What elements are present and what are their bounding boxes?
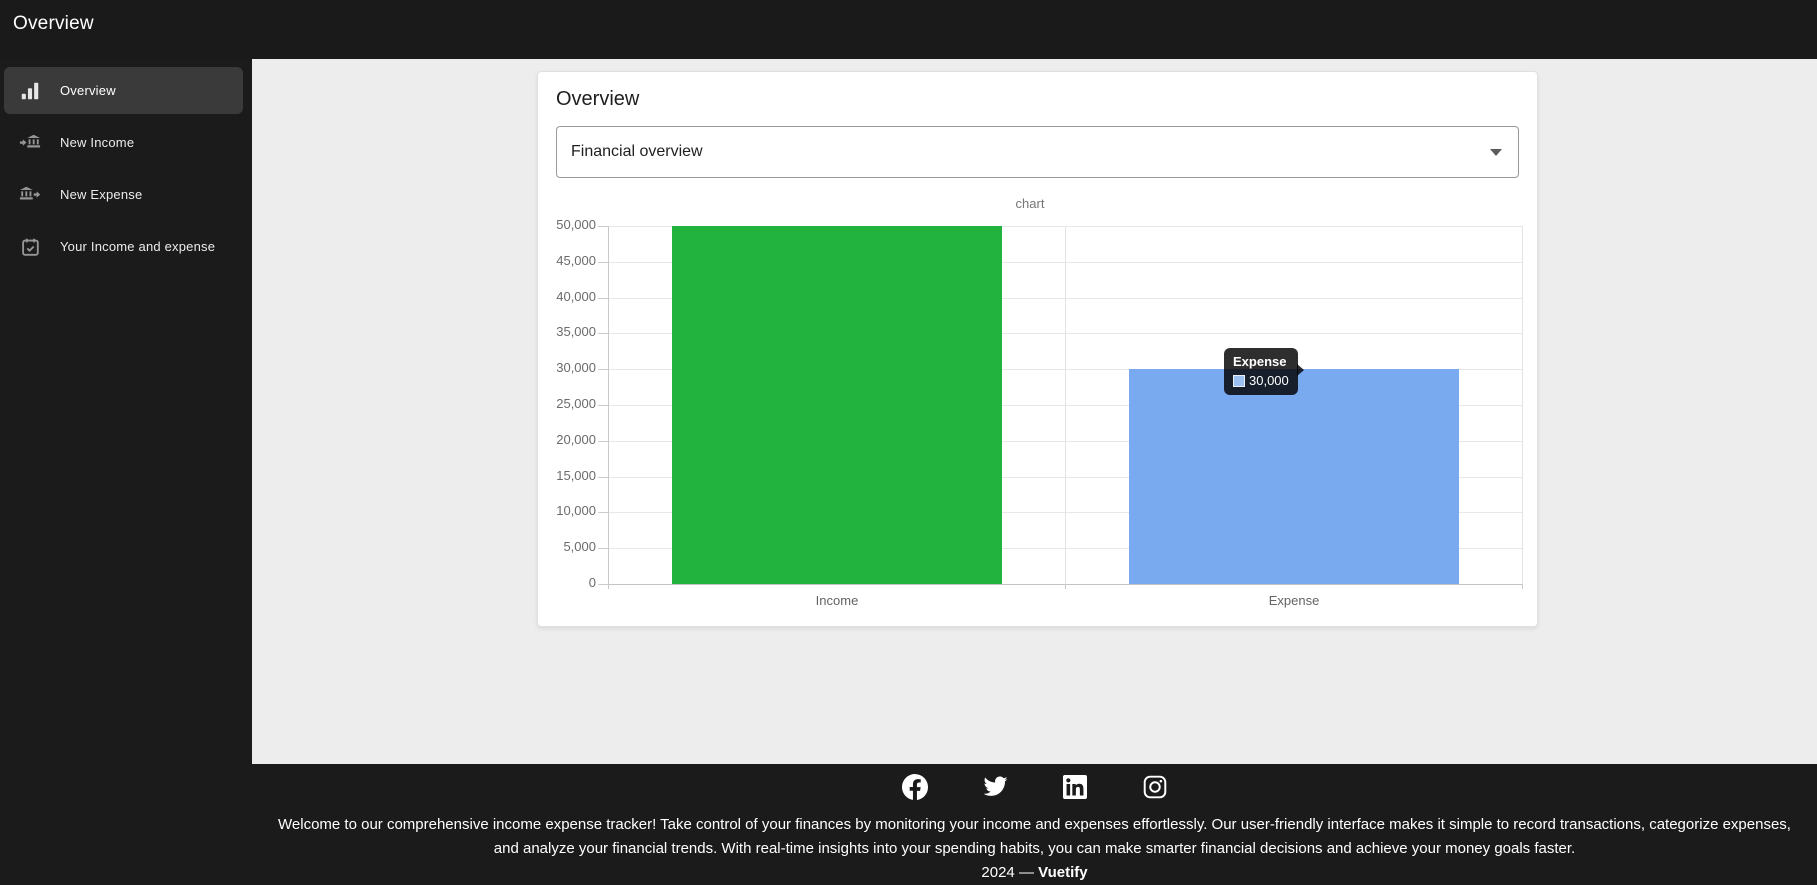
sidebar-item-label: Your Income and expense bbox=[60, 239, 216, 254]
tooltip-caret-icon bbox=[1296, 364, 1304, 376]
footer-copyright: 2024 — Vuetify bbox=[252, 861, 1817, 885]
facebook-icon[interactable] bbox=[901, 774, 928, 800]
overview-card: Overview Financial overview chart 0 5,000… bbox=[537, 71, 1538, 627]
x-axis-label: Income bbox=[815, 593, 859, 608]
sidebar-item-new-income[interactable]: New Income bbox=[4, 119, 243, 166]
footer-separator: — bbox=[1018, 864, 1034, 881]
y-axis-label: 45,000 bbox=[556, 252, 596, 268]
social-links bbox=[901, 773, 1168, 801]
tooltip-value: 30,000 bbox=[1249, 373, 1289, 388]
chart-title: chart bbox=[1015, 196, 1045, 211]
sidebar-item-your-income-and-expense[interactable]: Your Income and expense bbox=[4, 223, 243, 270]
calendar-check-icon bbox=[18, 235, 42, 259]
y-axis-tick bbox=[598, 512, 608, 514]
y-axis-tick bbox=[598, 405, 608, 406]
bar-chart-icon bbox=[18, 79, 42, 103]
vertical-gridline bbox=[1065, 226, 1066, 584]
chart-tooltip: Expense 30,000 bbox=[1224, 348, 1304, 395]
vertical-gridline bbox=[1522, 226, 1523, 584]
y-axis-label: 30,000 bbox=[556, 360, 596, 376]
chart-plot: 0 5,000 10,000 15,000 20,000 25,000 30,000 35,0… bbox=[556, 217, 1523, 608]
footer-content: Welcome to our comprehensive income expe… bbox=[252, 764, 1817, 885]
footer: Welcome to our comprehensive income expe… bbox=[0, 764, 1817, 881]
chevron-down-icon bbox=[1490, 148, 1502, 156]
tooltip-swatch bbox=[1233, 374, 1245, 387]
y-axis-tick bbox=[598, 440, 608, 442]
footer-brand: Vuetify bbox=[1038, 864, 1088, 881]
y-axis-label: 25,000 bbox=[556, 396, 596, 411]
bar-income[interactable] bbox=[672, 226, 1002, 584]
y-axis-tick bbox=[598, 297, 608, 299]
y-axis-tick bbox=[598, 261, 608, 263]
x-axis-tick bbox=[1065, 584, 1066, 589]
sidebar-item-new-expense[interactable]: New Expense bbox=[4, 171, 243, 218]
footer-year: 2024 bbox=[981, 864, 1015, 881]
sidebar-item-label: New Income bbox=[60, 135, 135, 150]
sidebar-item-overview[interactable]: Overview bbox=[4, 67, 243, 114]
bar-expense[interactable] bbox=[1129, 369, 1459, 584]
y-axis-label: 10,000 bbox=[556, 503, 596, 519]
linkedin-icon[interactable] bbox=[1062, 774, 1088, 800]
app-header: Overview bbox=[0, 0, 1817, 59]
sidebar-item-label: New Expense bbox=[60, 187, 143, 202]
card-title: Overview bbox=[556, 88, 640, 110]
y-axis-tick bbox=[598, 226, 608, 227]
y-axis-label: 15,000 bbox=[556, 467, 596, 483]
y-axis-label: 20,000 bbox=[556, 431, 596, 447]
y-axis-label: 35,000 bbox=[556, 324, 596, 340]
bank-transfer-out-icon bbox=[18, 183, 42, 207]
sidebar-item-label: Overview bbox=[60, 83, 116, 98]
x-axis-tick bbox=[1522, 584, 1523, 589]
y-axis-tick bbox=[598, 476, 608, 478]
tooltip-title: Expense bbox=[1233, 354, 1287, 369]
footer-description: Welcome to our comprehensive income expe… bbox=[278, 816, 1791, 857]
x-axis-tick bbox=[608, 584, 609, 589]
y-axis-label: 5,000 bbox=[563, 539, 596, 555]
sidebar: Overview New Income New bbox=[0, 59, 252, 881]
bank-transfer-in-icon bbox=[18, 131, 42, 155]
y-axis-label: 0 bbox=[588, 575, 596, 590]
twitter-icon[interactable] bbox=[982, 774, 1008, 800]
y-axis-label: 40,000 bbox=[556, 288, 596, 304]
y-axis-line bbox=[608, 226, 609, 584]
instagram-icon[interactable] bbox=[1142, 774, 1168, 800]
y-axis-label: 50,000 bbox=[556, 217, 596, 232]
financial-overview-select[interactable]: Financial overview bbox=[556, 126, 1519, 178]
y-axis-tick bbox=[598, 548, 608, 550]
page-title: Overview bbox=[13, 13, 94, 34]
y-axis-tick bbox=[598, 333, 608, 335]
select-value: Financial overview bbox=[571, 143, 703, 160]
main-content: Overview Financial overview chart 0 5,000… bbox=[252, 59, 1817, 764]
y-axis-tick bbox=[598, 584, 608, 585]
x-axis-label: Expense bbox=[1268, 593, 1320, 608]
y-axis-tick bbox=[598, 369, 608, 371]
